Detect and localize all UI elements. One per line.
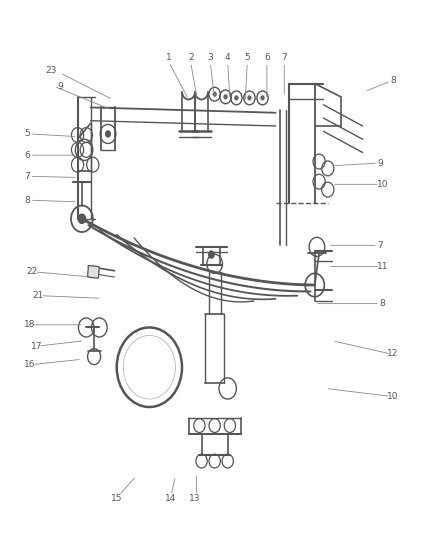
Text: 1: 1	[166, 53, 172, 62]
Text: 16: 16	[24, 360, 35, 369]
Text: 6: 6	[264, 53, 270, 62]
Text: 17: 17	[31, 342, 42, 351]
Circle shape	[247, 95, 252, 101]
Circle shape	[212, 92, 217, 97]
Text: 8: 8	[379, 299, 385, 308]
Text: 13: 13	[189, 494, 201, 503]
Text: 8: 8	[25, 196, 30, 205]
Text: 7: 7	[25, 172, 30, 181]
Text: 14: 14	[166, 494, 177, 503]
Text: 5: 5	[244, 53, 250, 62]
Text: 9: 9	[377, 159, 383, 167]
Text: 23: 23	[46, 66, 57, 75]
Circle shape	[234, 95, 239, 101]
Text: 21: 21	[33, 291, 44, 300]
Text: 22: 22	[26, 268, 38, 276]
Circle shape	[208, 251, 215, 259]
Circle shape	[78, 214, 86, 224]
Text: 10: 10	[387, 392, 399, 401]
Circle shape	[260, 95, 265, 101]
Bar	[88, 265, 99, 278]
Text: 5: 5	[25, 130, 30, 139]
Text: 7: 7	[377, 241, 383, 250]
Text: 6: 6	[25, 151, 30, 160]
Text: 12: 12	[387, 350, 399, 359]
Text: 7: 7	[281, 53, 287, 62]
Circle shape	[105, 130, 111, 138]
Circle shape	[223, 94, 228, 100]
Text: 9: 9	[57, 82, 63, 91]
Text: 2: 2	[188, 53, 194, 62]
Text: 4: 4	[225, 53, 230, 62]
Text: 3: 3	[208, 53, 213, 62]
Text: 18: 18	[24, 320, 35, 329]
Text: 8: 8	[390, 76, 396, 85]
Text: 10: 10	[376, 180, 388, 189]
Text: 15: 15	[111, 494, 123, 503]
Text: 11: 11	[376, 262, 388, 271]
